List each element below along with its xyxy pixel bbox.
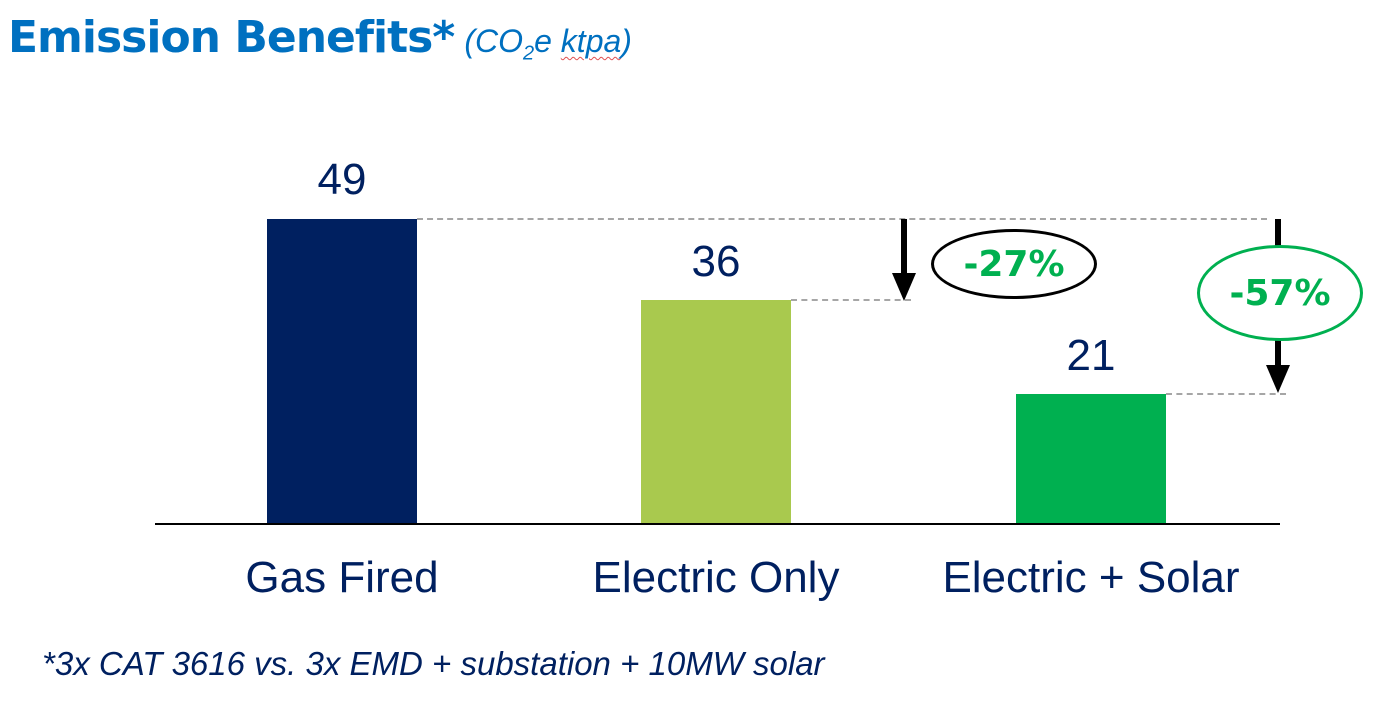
category-label-gas-fired: Gas Fired — [245, 553, 439, 602]
value-label-electric-solar: 21 — [1066, 331, 1116, 380]
footnote: *3x CAT 3616 vs. 3x EMD + substation + 1… — [42, 645, 825, 682]
unit-subscript: 2 — [522, 42, 535, 65]
reduction-badge-57: -57% — [1197, 245, 1363, 341]
bar-gas-fired — [267, 219, 417, 524]
unit-close: ) — [621, 23, 632, 59]
unit-e: e — [534, 23, 561, 59]
down-arrow-icon — [892, 219, 916, 301]
unit-open: (CO — [464, 23, 523, 59]
bar-electric-only — [641, 300, 791, 524]
value-label-electric-only: 36 — [691, 237, 741, 286]
unit-word: ktpa — [560, 23, 622, 59]
title-main: Emission Benefits* — [8, 12, 455, 63]
bar-electric-solar — [1016, 394, 1166, 524]
reference-line-36 — [791, 299, 911, 301]
category-label-electric-solar: Electric + Solar — [942, 553, 1240, 602]
reference-line-21 — [1166, 393, 1286, 395]
category-label-electric-only: Electric Only — [592, 553, 840, 602]
x-axis — [155, 523, 1280, 525]
value-label-gas-fired: 49 — [317, 155, 367, 204]
chart-title: Emission Benefits* (CO2e ktpa) — [8, 12, 632, 65]
reduction-badge-27: -27% — [931, 229, 1097, 299]
title-unit: (CO2e ktpa) — [464, 23, 632, 64]
reference-line-49 — [417, 218, 1267, 220]
